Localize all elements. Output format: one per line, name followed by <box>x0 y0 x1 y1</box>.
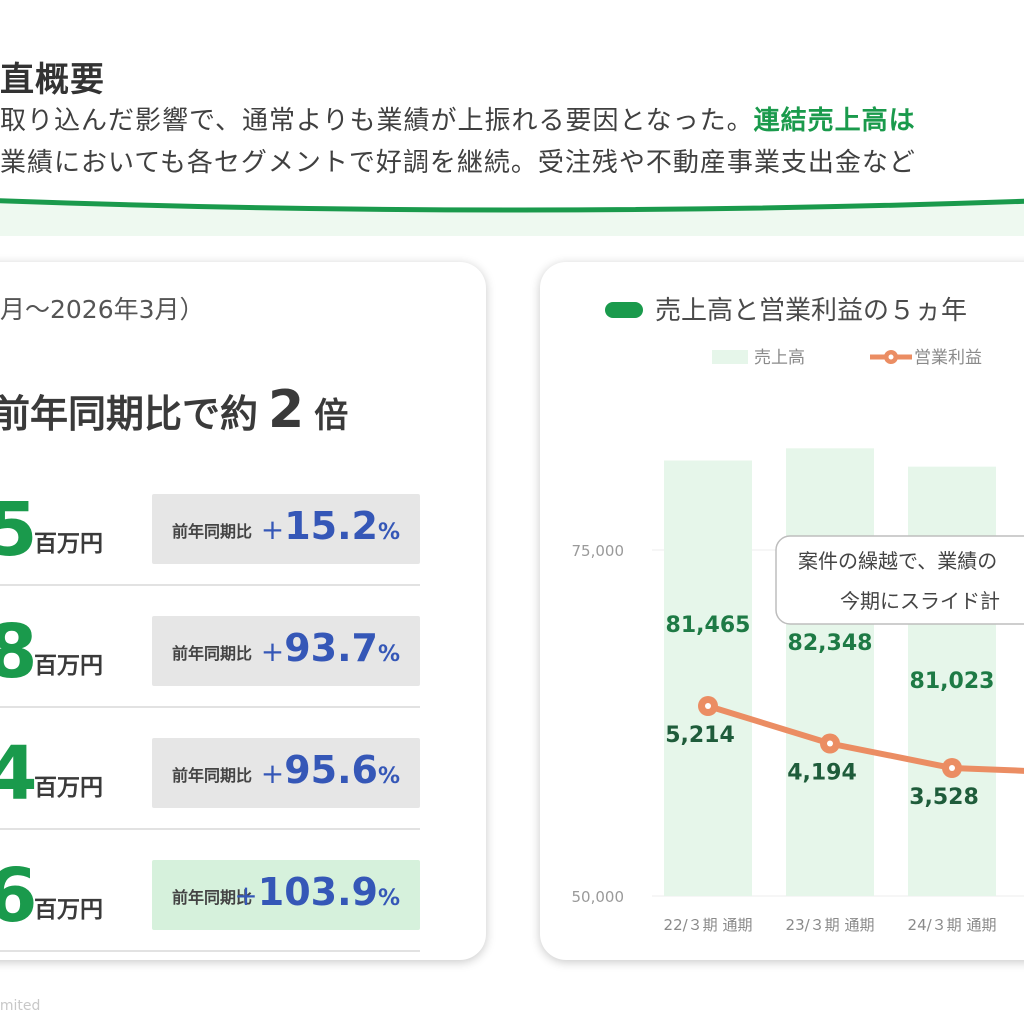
y-tick-label: 75,000 <box>572 542 625 560</box>
yoy-percent: % <box>377 520 400 545</box>
metric-value: 4 <box>0 731 38 817</box>
profit-line <box>707 703 1024 774</box>
yoy-number: 95.6 <box>284 748 378 792</box>
metric-row: 5 百万円 前年同期比 +15.2% <box>0 488 420 608</box>
profit-value-label: 5,214 <box>665 723 735 748</box>
yoy-value: +93.7% <box>261 626 400 670</box>
metric-row: 8 百万円 前年同期比 +93.7% <box>0 610 420 730</box>
yoy-sign: + <box>260 635 285 668</box>
chart-title-text: 売上高と営業利益の５ヵ年 <box>655 296 968 326</box>
metric-value: 6 <box>0 853 38 939</box>
yoy-badge: 前年同期比 +103.9% <box>152 860 420 930</box>
yoy-sign: + <box>260 757 285 790</box>
chart-title-marker <box>605 301 643 318</box>
yoy-label: 前年同期比 <box>172 766 253 785</box>
footer-text: imited <box>0 998 41 1014</box>
paragraph-highlight: 連結売上高は <box>753 106 916 136</box>
x-category-label: 24/３期 通期 <box>908 916 997 934</box>
row-separator <box>0 828 420 830</box>
yoy-sign: + <box>260 513 285 546</box>
yoy-value: +95.6% <box>261 748 400 792</box>
yoy-value: +103.9% <box>234 870 400 914</box>
metric-row: 4 百万円 前年同期比 +95.6% <box>0 732 420 852</box>
yoy-number: 15.2 <box>284 504 378 548</box>
annotation-box <box>775 535 1024 625</box>
yoy-value: +15.2% <box>261 504 400 548</box>
profit-point-center <box>827 740 833 747</box>
yoy-percent: % <box>377 764 400 789</box>
yoy-percent: % <box>377 642 400 667</box>
yoy-badge: 前年同期比 +95.6% <box>152 738 420 808</box>
headline-suffix: 倍 <box>314 396 349 436</box>
metric-unit: 百万円 <box>34 897 103 923</box>
summary-headline: 前年同期比で約 2 倍 <box>0 380 348 440</box>
yoy-badge: 前年同期比 +15.2% <box>152 494 420 564</box>
sales-bar <box>786 448 874 896</box>
yoy-sign: + <box>234 879 258 912</box>
legend-label-profit: 営業利益 <box>914 348 982 368</box>
metric-unit: 百万円 <box>34 653 103 679</box>
section-divider <box>0 198 1024 236</box>
summary-card <box>0 262 486 960</box>
profit-value-label: 4,194 <box>787 761 857 786</box>
section-heading: 直概要 <box>0 60 105 100</box>
y-tick-label: 50,000 <box>572 888 625 906</box>
headline-number: 2 <box>268 380 305 440</box>
profit-point-center <box>949 765 955 771</box>
sales-value-label: 82,348 <box>788 631 873 656</box>
yoy-label: 前年同期比 <box>172 522 253 541</box>
metric-value: 8 <box>0 609 38 695</box>
row-separator <box>0 584 420 586</box>
profit-point-center <box>705 703 711 709</box>
paragraph-text: 取り込んだ影響で、通常よりも業績が上振れる要因となった。 <box>0 106 754 136</box>
x-category-label: 23/３期 通期 <box>786 916 875 934</box>
summary-paragraph-line2: 業績においても各セグメントで好調を継続。受注残や不動産事業支出金など <box>0 148 916 178</box>
headline-text: 前年同期比で約 <box>0 392 259 436</box>
legend-marker-profit-center <box>888 354 894 360</box>
annotation-text-line2: 今期にスライド計 <box>840 589 1000 613</box>
metric-row: 6 百万円 前年同期比 +103.9% <box>0 854 420 974</box>
yoy-number: 103.9 <box>257 870 378 914</box>
legend-label-sales: 売上高 <box>754 348 805 368</box>
row-separator <box>0 950 420 952</box>
chart-title: 売上高と営業利益の５ヵ年 <box>605 290 967 327</box>
sales-profit-chart: 75,000 50,000 81,465 82,348 81,023 5,214 4,194… <box>572 348 1024 934</box>
metric-unit: 百万円 <box>34 775 103 801</box>
row-separator <box>0 706 420 708</box>
sales-bar <box>664 460 752 896</box>
summary-paragraph-line1: 取り込んだ影響で、通常よりも業績が上振れる要因となった。連結売上高は <box>0 100 916 137</box>
profit-value-label: 3,528 <box>909 785 979 810</box>
sales-value-label: 81,465 <box>666 613 751 638</box>
period-label: 月～2026年3月） <box>0 295 205 324</box>
x-category-label: 22/３期 通期 <box>664 916 753 934</box>
sales-value-label: 81,023 <box>910 669 995 694</box>
yoy-badge: 前年同期比 +93.7% <box>152 616 420 686</box>
yoy-label: 前年同期比 <box>172 644 253 663</box>
yoy-percent: % <box>377 886 400 911</box>
yoy-number: 93.7 <box>284 626 378 670</box>
metric-value: 5 <box>0 487 38 573</box>
metric-unit: 百万円 <box>34 531 103 557</box>
annotation-text-line1: 案件の繰越で、業績の <box>798 549 997 573</box>
yoy-label: 前年同期比 <box>172 888 253 907</box>
legend-swatch-sales <box>712 350 748 364</box>
